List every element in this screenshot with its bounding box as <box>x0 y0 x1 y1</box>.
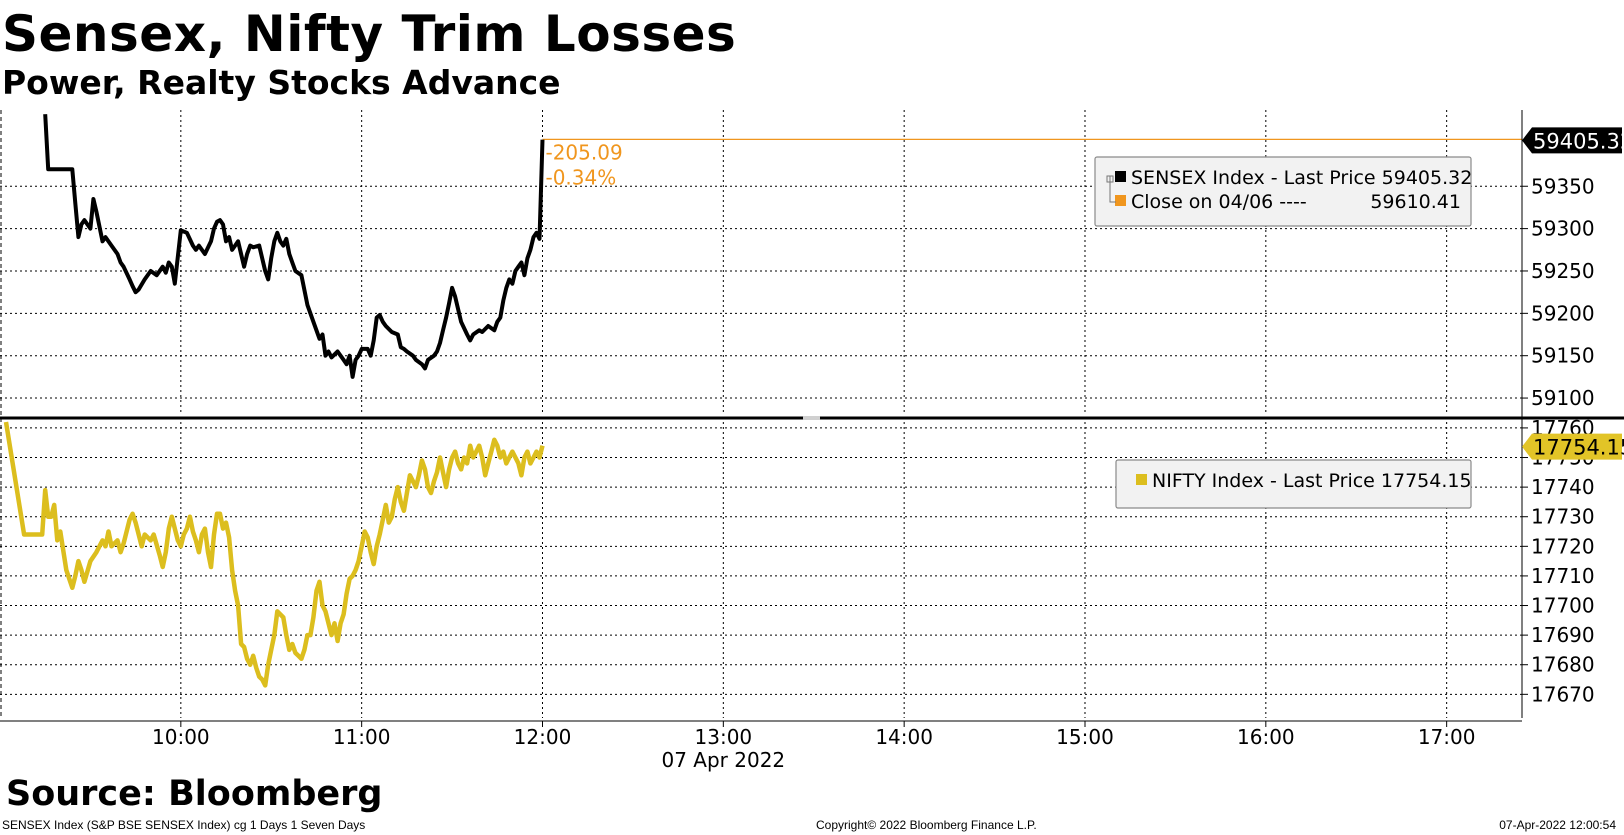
y-tick-label: 17740 <box>1531 475 1595 499</box>
legend-bracket <box>1109 176 1116 203</box>
x-tick-label: 10:00 <box>152 725 210 749</box>
legend-layer: -205.09-0.34% SENSEX Index - Last Price 5… <box>545 140 1472 509</box>
x-tick-label: 12:00 <box>514 725 572 749</box>
y-tick-label: 17720 <box>1531 534 1595 558</box>
y-tick-label: 59200 <box>1531 301 1595 325</box>
footer-ticker: SENSEX Index (S&P BSE SENSEX Index) cg 1… <box>2 818 366 832</box>
chart-title: Sensex, Nifty Trim Losses <box>2 5 737 63</box>
x-axis-label: 07 Apr 2022 <box>661 748 785 772</box>
sensex-legend-box <box>1094 156 1472 227</box>
legend-bracket-box <box>1106 175 1114 183</box>
legend-label: Close on 04/06 ---- <box>1131 191 1307 213</box>
sensex-price-tag-text: 59405.32 <box>1533 129 1624 153</box>
x-tick-label: 16:00 <box>1237 725 1295 749</box>
nifty-price-tag-text: 17754.15 <box>1533 436 1624 460</box>
y-tick-label: 59350 <box>1531 174 1595 198</box>
y-tick-label: 59150 <box>1531 344 1595 368</box>
nifty-price-tag-shape <box>1522 433 1622 460</box>
y-tick-label: 59300 <box>1531 217 1595 241</box>
sensex-price-tag-shape <box>1522 127 1622 154</box>
legend-label: SENSEX Index - Last Price 59405.32 <box>1131 167 1472 189</box>
series-layer <box>3 114 1522 688</box>
x-tick-label: 15:00 <box>1056 725 1114 749</box>
legend-swatch <box>1115 171 1126 182</box>
y-tick-label: 17730 <box>1531 505 1595 529</box>
x-tick-label: 11:00 <box>333 725 391 749</box>
nifty-legend-box <box>1115 459 1472 509</box>
y-tick-label: 17670 <box>1531 682 1595 706</box>
y-tick-label: 59250 <box>1531 259 1595 283</box>
chart-subtitle: Power, Realty Stocks Advance <box>2 63 561 102</box>
sensex-line <box>43 114 545 379</box>
y-tick-label: 17700 <box>1531 594 1595 618</box>
y-tick-label: 59100 <box>1531 386 1595 410</box>
x-tick-label: 13:00 <box>695 725 753 749</box>
legend-value: 59610.41 <box>1370 191 1461 213</box>
nifty-line <box>3 421 545 688</box>
change-percent-label: -0.34% <box>545 165 616 189</box>
footer-copyright: Copyright© 2022 Bloomberg Finance L.P. <box>816 818 1037 832</box>
y-tick-label: 17690 <box>1531 623 1595 647</box>
change-points-label: -205.09 <box>545 140 622 164</box>
nifty-legend: NIFTY Index - Last Price 17754.15 <box>1115 459 1472 509</box>
sensex-legend: SENSEX Index - Last Price 59405.32Close … <box>1094 156 1472 227</box>
x-tick-label: 17:00 <box>1418 725 1476 749</box>
legend-swatch <box>1136 474 1147 485</box>
source-label: Source: Bloomberg <box>6 774 383 814</box>
footer-timestamp: 07-Apr-2022 12:00:54 <box>1499 818 1616 832</box>
panel-separator-grip <box>803 416 820 420</box>
axis-layer: 59100 59150 59200 59250 59300 59350 17670 17680… <box>0 110 1624 772</box>
legend-label: NIFTY Index - Last Price 17754.15 <box>1152 470 1472 492</box>
sensex-price-tag: 59405.32 <box>1522 127 1624 154</box>
nifty-price-tag: 17754.15 <box>1522 433 1624 460</box>
y-tick-label: 17680 <box>1531 653 1595 677</box>
y-tick-label: 17710 <box>1531 564 1595 588</box>
legend-swatch <box>1115 195 1126 206</box>
x-tick-label: 14:00 <box>875 725 933 749</box>
